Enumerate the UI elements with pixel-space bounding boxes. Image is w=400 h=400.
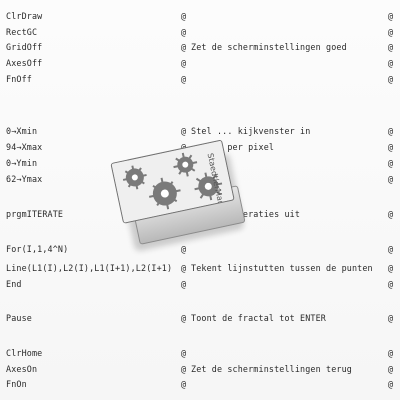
end-marker: @ — [388, 348, 394, 358]
eraser-sleeve: StaedtlerMars — [110, 139, 235, 224]
comment-text: Stel ... kijkvenster in — [191, 126, 311, 136]
comment-marker: @ — [181, 279, 187, 289]
code-line: AxesOff @ @ — [6, 57, 394, 69]
eraser-pattern-icon: StaedtlerMars — [111, 140, 234, 223]
end-marker: @ — [388, 364, 394, 374]
code-text: 0→Xmin — [6, 126, 38, 136]
code-text: prgmITERATE — [6, 209, 64, 219]
code-line: AxesOn @ Zet de scherminstellingen terug… — [6, 363, 394, 375]
code-line: Pause @ Toont de fractal tot ENTER @ — [6, 312, 394, 324]
code-line: 0→Xmin @ Stel ... kijkvenster in @ — [6, 125, 394, 137]
code-text: For(I,1,4^N) — [6, 244, 69, 254]
end-marker: @ — [388, 279, 394, 289]
comment-marker: @ — [181, 42, 187, 52]
code-text: End — [6, 279, 22, 289]
code-text: FnOn — [6, 379, 27, 389]
code-line: For(I,1,4^N) @ @ — [6, 243, 394, 255]
code-text: 0→Ymin — [6, 158, 38, 168]
end-marker: @ — [388, 379, 394, 389]
code-line: Line(L1(I),L2(I),L1(I+1),L2(I+1) @ Teken… — [6, 262, 394, 274]
end-marker: @ — [388, 244, 394, 254]
code-text: Pause — [6, 313, 32, 323]
comment-text: Zet de scherminstellingen terug — [191, 364, 352, 374]
comment-text: Voer de iteraties uit — [191, 209, 301, 219]
end-marker: @ — [388, 42, 394, 52]
code-line: ClrHome @ @ — [6, 347, 394, 359]
end-marker: @ — [388, 11, 394, 21]
comment-text: Zet de scherminstellingen goed — [191, 42, 347, 52]
code-line: GridOff @ Zet de scherminstellingen goed… — [6, 41, 394, 53]
comment-text: Tekent lijnstutten tussen de punten — [191, 263, 373, 273]
comment-marker: @ — [181, 27, 187, 37]
comment-marker: @ — [181, 263, 187, 273]
end-marker: @ — [388, 126, 394, 136]
comment-marker: @ — [181, 11, 187, 21]
end-marker: @ — [388, 74, 394, 84]
comment-marker: @ — [181, 244, 187, 254]
code-text: 62→Ymax — [6, 174, 43, 184]
comment-marker: @ — [181, 126, 187, 136]
eraser-icon[interactable]: StaedtlerMars — [110, 139, 246, 252]
end-marker: @ — [388, 58, 394, 68]
code-text: ClrDraw — [6, 11, 43, 21]
comment-marker: @ — [181, 74, 187, 84]
comment-marker: @ — [181, 379, 187, 389]
code-text: FnOff — [6, 74, 32, 84]
code-text: AxesOn — [6, 364, 38, 374]
comment-marker: @ — [181, 364, 187, 374]
end-marker: @ — [388, 313, 394, 323]
end-marker: @ — [388, 142, 394, 152]
code-text: Line(L1(I),L2(I),L1(I+1),L2(I+1) — [6, 263, 173, 273]
code-text: RectGC — [6, 27, 38, 37]
code-text: ClrHome — [6, 348, 43, 358]
code-line: RectGC @ @ — [6, 26, 394, 38]
code-line: End @ @ — [6, 278, 394, 290]
end-marker: @ — [388, 174, 394, 184]
code-line: FnOn @ @ — [6, 378, 394, 390]
end-marker: @ — [388, 158, 394, 168]
code-text: AxesOff — [6, 58, 43, 68]
comment-marker: @ — [181, 348, 187, 358]
code-line: FnOff @ @ — [6, 73, 394, 85]
end-marker: @ — [388, 27, 394, 37]
comment-text: ...eid per pixel — [191, 142, 275, 152]
comment-marker: @ — [181, 58, 187, 68]
code-text: GridOff — [6, 42, 43, 52]
comment-text: Toont de fractal tot ENTER — [191, 313, 326, 323]
comment-marker: @ — [181, 313, 187, 323]
end-marker: @ — [388, 263, 394, 273]
code-text: 94→Xmax — [6, 142, 43, 152]
code-line: ClrDraw @ @ — [6, 10, 394, 22]
end-marker: @ — [388, 209, 394, 219]
